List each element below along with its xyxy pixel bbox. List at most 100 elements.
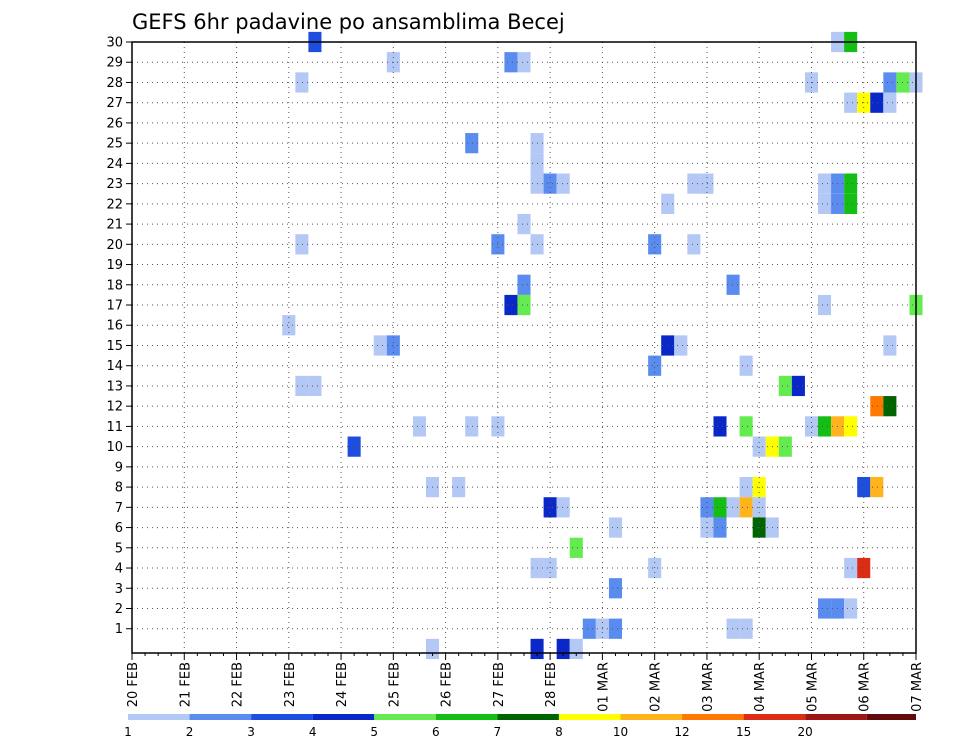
colorbar-label: 4 xyxy=(309,725,317,739)
y-tick-label: 1 xyxy=(115,622,123,637)
y-tick-label: 29 xyxy=(106,56,123,71)
heatmap-cell xyxy=(569,537,583,558)
heatmap-cell xyxy=(426,638,440,660)
heatmap-cell xyxy=(818,598,832,619)
x-tick-label: 28 FEB xyxy=(544,662,559,707)
x-tick-label: 07 MAR xyxy=(910,662,925,712)
heatmap-cell xyxy=(465,133,479,154)
y-tick-label: 9 xyxy=(115,460,123,475)
heatmap-cell xyxy=(700,173,714,194)
heatmap-cell xyxy=(687,173,701,194)
y-tick-label: 28 xyxy=(106,76,123,91)
heatmap-cell xyxy=(844,416,858,437)
heatmap-cell xyxy=(517,294,531,316)
x-tick-label: 23 FEB xyxy=(283,662,298,707)
heatmap-cell xyxy=(870,476,884,498)
x-tick-label: 24 FEB xyxy=(335,662,350,707)
heatmap-cell xyxy=(726,497,740,518)
heatmap-cell xyxy=(883,335,897,356)
colorbar-label: 10 xyxy=(613,725,628,739)
colorbar-swatch xyxy=(374,714,436,720)
heatmap-cell xyxy=(844,557,858,579)
colorbar-swatch xyxy=(251,714,313,720)
x-tick-label: 20 FEB xyxy=(126,662,141,707)
heatmap-cell xyxy=(739,416,753,437)
x-tick-label: 06 MAR xyxy=(858,662,873,712)
heatmap-cell xyxy=(295,72,309,93)
colorbar-swatch xyxy=(128,714,190,720)
heatmap-cell xyxy=(412,416,426,437)
y-tick-label: 8 xyxy=(115,481,123,496)
y-tick-label: 17 xyxy=(106,299,123,314)
x-tick-label: 05 MAR xyxy=(805,662,820,712)
heatmap-cell xyxy=(517,213,531,235)
colorbar-label: 15 xyxy=(736,725,751,739)
heatmap-cell xyxy=(308,375,322,397)
heatmap-cell xyxy=(543,557,557,579)
heatmap-cell xyxy=(739,618,753,639)
y-tick-label: 24 xyxy=(106,157,123,172)
y-tick-label: 16 xyxy=(106,319,123,334)
y-tick-label: 27 xyxy=(106,96,123,111)
heatmap-cell xyxy=(713,517,727,538)
x-axis: 20 FEB 21 FEB 22 FEB 23 FEB 24 FEB 25 FEB 26 F… xyxy=(126,653,925,712)
heatmap-cell xyxy=(870,396,884,417)
colorbar-swatch xyxy=(497,714,559,720)
heatmap-cell xyxy=(752,436,766,457)
heatmap-cell xyxy=(608,618,622,639)
heatmap-cell xyxy=(818,193,832,214)
heatmap-cell xyxy=(857,557,871,579)
colorbar-legend: 1 2 3 4 5 6 7 8 10 12 15 20 xyxy=(124,714,916,739)
heatmap-cell xyxy=(818,173,832,194)
heatmap-cell xyxy=(465,416,479,437)
heatmap-cell xyxy=(844,193,858,214)
heatmap-cell xyxy=(543,173,557,194)
heatmap-cell xyxy=(648,355,662,376)
gridlines xyxy=(132,41,916,653)
y-tick-label: 18 xyxy=(106,278,123,293)
colorbar-swatch xyxy=(558,714,621,720)
colorbar-swatch xyxy=(312,714,375,720)
heatmap-cell xyxy=(452,476,466,498)
heatmap-cell xyxy=(295,375,309,397)
heatmap-cells xyxy=(282,31,923,660)
heatmap-cell xyxy=(791,375,805,397)
heatmap-cell xyxy=(347,436,361,457)
heatmap-cell xyxy=(844,173,858,194)
colorbar-label: 7 xyxy=(494,725,502,739)
heatmap-cell xyxy=(373,335,387,356)
heatmap-cell xyxy=(844,92,858,113)
y-tick-label: 2 xyxy=(115,602,123,617)
y-tick-label: 11 xyxy=(106,420,123,435)
y-tick-label: 14 xyxy=(106,359,123,374)
x-tick-label: 21 FEB xyxy=(178,662,193,707)
heatmap-cell xyxy=(648,557,662,579)
x-tick-label: 02 MAR xyxy=(649,662,664,712)
heatmap-cell xyxy=(582,618,596,639)
heatmap-cell xyxy=(386,335,400,356)
heatmap-cell xyxy=(713,497,727,518)
x-tick-label: 25 FEB xyxy=(387,662,402,707)
colorbar-label: 20 xyxy=(798,725,813,739)
y-tick-label: 26 xyxy=(106,116,123,131)
y-tick-label: 20 xyxy=(106,238,123,253)
heatmap-cell xyxy=(648,234,662,255)
colorbar-swatch xyxy=(435,714,498,720)
heatmap-cell xyxy=(608,578,622,599)
heatmap-cell xyxy=(778,375,792,397)
heatmap-cell xyxy=(517,274,531,295)
heatmap-cell xyxy=(556,497,570,518)
y-tick-label: 13 xyxy=(106,379,123,394)
heatmap-cell xyxy=(778,436,792,457)
heatmap-cell xyxy=(726,618,740,639)
x-tick-label: 01 MAR xyxy=(596,662,611,712)
x-tick-label: 04 MAR xyxy=(753,662,768,712)
heatmap-cell xyxy=(569,638,583,660)
y-tick-label: 5 xyxy=(115,541,123,556)
heatmap-cell xyxy=(883,92,897,113)
x-tick-label: 26 FEB xyxy=(440,662,455,707)
plot-frame xyxy=(131,41,917,654)
colorbar-label: 12 xyxy=(674,725,689,739)
heatmap-cell xyxy=(739,497,753,518)
colorbar-swatch xyxy=(805,714,867,720)
